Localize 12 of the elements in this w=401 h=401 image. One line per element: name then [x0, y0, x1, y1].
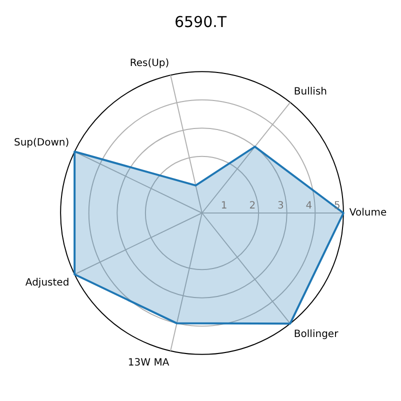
spoke-label: Bullish	[294, 86, 328, 98]
spoke-label: Sup(Down)	[14, 138, 70, 149]
spoke-label: Volume	[349, 208, 387, 219]
spoke-label: 13W MA	[128, 357, 170, 368]
y-tick-label: 2	[249, 200, 256, 212]
spoke-label: Res(Up)	[130, 58, 170, 69]
spoke-label: Bollinger	[294, 328, 340, 340]
y-tick-label: 3	[277, 200, 284, 212]
chart-title: 6590.T	[174, 12, 228, 31]
spoke-label: Adjusted	[25, 278, 70, 289]
y-tick-label: 1	[220, 200, 228, 212]
y-tick-label: 4	[306, 200, 312, 212]
